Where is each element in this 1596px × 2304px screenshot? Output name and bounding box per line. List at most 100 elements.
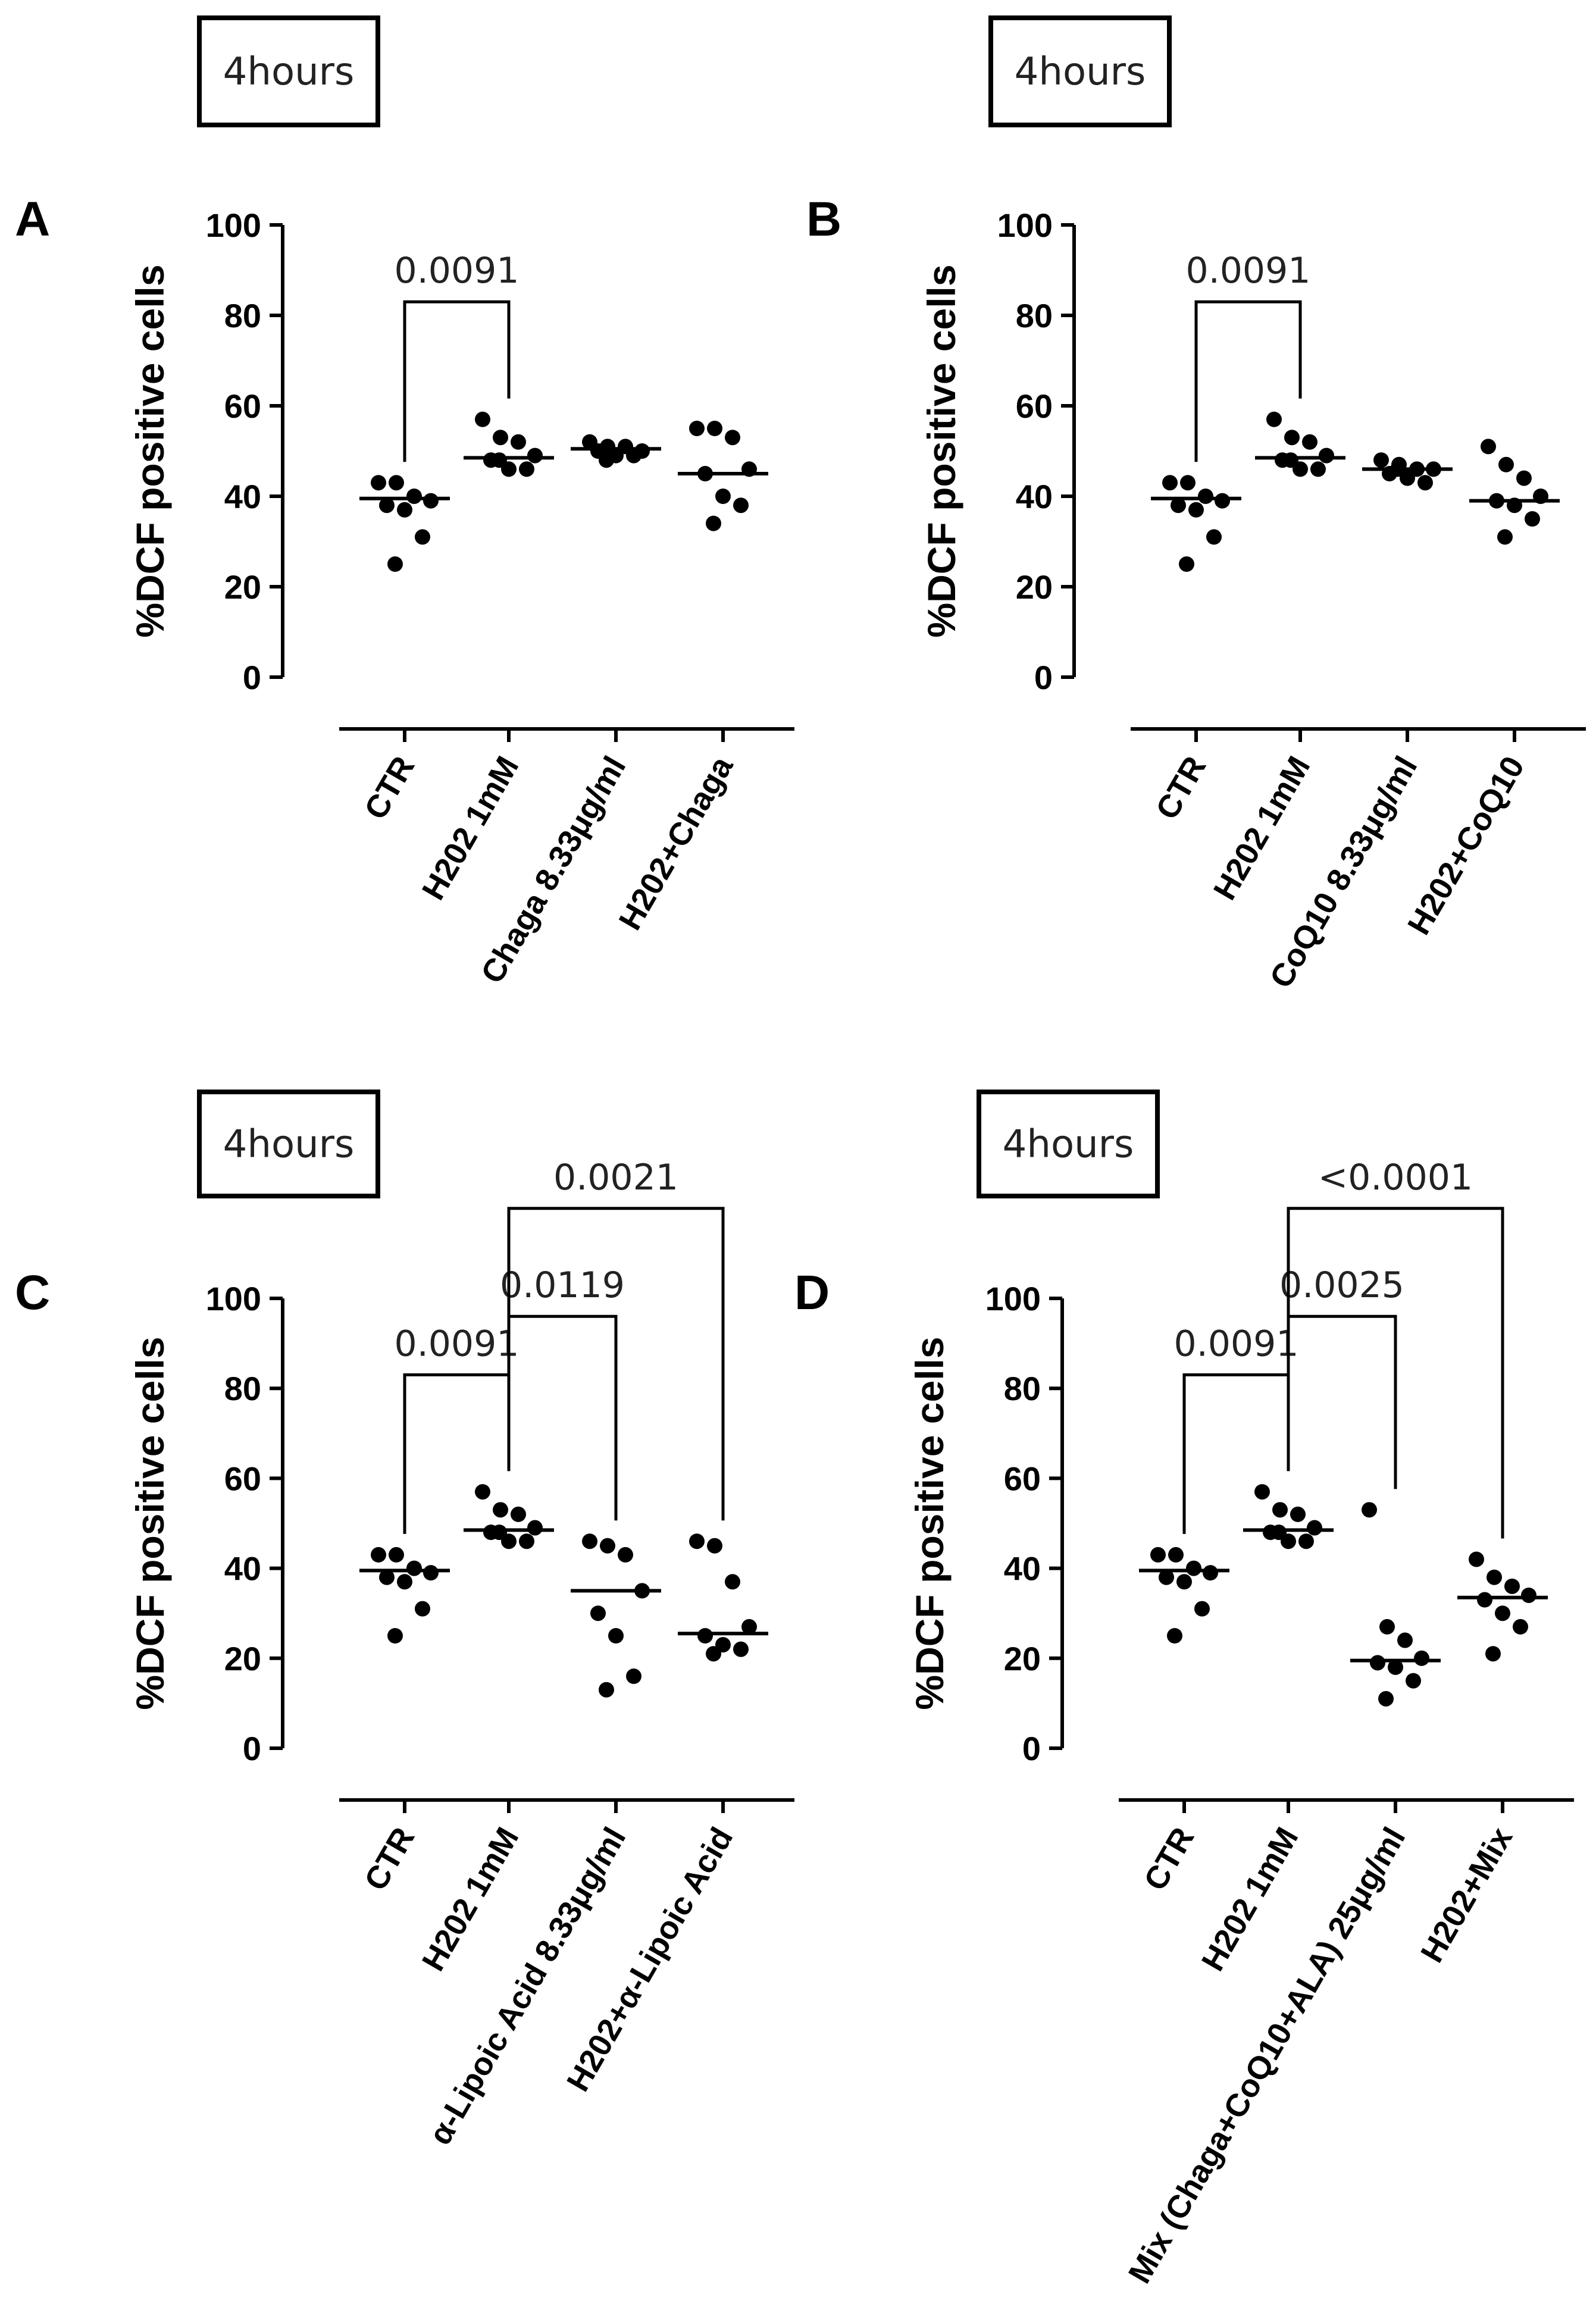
data-point xyxy=(733,497,749,514)
data-point xyxy=(511,434,526,450)
data-point xyxy=(1504,1578,1520,1594)
data-point xyxy=(1266,411,1282,427)
data-point xyxy=(1373,452,1389,468)
data-point xyxy=(689,421,705,436)
data-point xyxy=(1378,1691,1394,1707)
time-box xyxy=(977,1090,1160,1198)
data-point xyxy=(1307,1520,1322,1536)
data-point xyxy=(1397,1632,1413,1648)
data-point xyxy=(1283,452,1298,468)
y-tick-label: 0 xyxy=(1022,1730,1041,1767)
data-point xyxy=(1194,1601,1210,1617)
data-point xyxy=(492,452,507,468)
data-point xyxy=(1414,1650,1429,1666)
data-point xyxy=(527,447,543,464)
panel-letter: C xyxy=(15,1266,50,1320)
data-point xyxy=(1284,430,1300,446)
data-point xyxy=(608,1628,624,1644)
data-point xyxy=(1176,1574,1192,1590)
data-point xyxy=(600,1538,615,1554)
y-tick-label: 40 xyxy=(1004,1550,1041,1588)
data-point xyxy=(706,515,721,531)
data-point xyxy=(1525,511,1540,527)
p-value-label: 0.0119 xyxy=(500,1264,625,1306)
y-tick-label: 80 xyxy=(1004,1370,1041,1407)
data-point xyxy=(1485,1646,1501,1662)
data-point xyxy=(707,1538,722,1554)
p-value-label: 0.0091 xyxy=(395,1323,520,1365)
data-point xyxy=(725,430,740,446)
data-point xyxy=(1497,529,1513,545)
time-box-label: 4hours xyxy=(1003,1123,1134,1167)
p-value-label: 0.0091 xyxy=(1174,1323,1299,1365)
data-point xyxy=(1215,493,1230,509)
data-point xyxy=(706,1646,721,1662)
y-tick-label: 0 xyxy=(1034,659,1053,696)
y-tick-label: 100 xyxy=(206,1280,261,1317)
data-point xyxy=(599,1682,614,1698)
data-point xyxy=(389,475,404,491)
y-tick-label: 0 xyxy=(243,659,261,696)
data-point xyxy=(423,493,439,509)
p-value-label: <0.0001 xyxy=(1318,1157,1473,1198)
data-point xyxy=(1498,456,1514,472)
y-tick-label: 60 xyxy=(224,1460,261,1497)
data-point xyxy=(387,1628,403,1644)
y-axis-label: %DCF positive cells xyxy=(919,264,963,637)
data-point xyxy=(1513,1619,1528,1635)
data-point xyxy=(493,1502,508,1518)
panel-letter: B xyxy=(806,192,841,246)
y-tick-label: 20 xyxy=(1004,1640,1041,1677)
data-point xyxy=(406,1560,422,1576)
data-point xyxy=(1203,1565,1218,1581)
data-point xyxy=(725,1574,740,1590)
p-value-label: 0.0091 xyxy=(1186,250,1311,292)
time-box-label: 4hours xyxy=(223,1123,355,1167)
data-point xyxy=(475,1484,490,1500)
data-point xyxy=(1477,1592,1492,1608)
comparison-bracket xyxy=(507,1207,725,1521)
data-point xyxy=(1188,502,1204,518)
data-point xyxy=(493,430,508,446)
data-point xyxy=(707,421,722,436)
data-point xyxy=(1521,1587,1536,1603)
y-tick-label: 40 xyxy=(224,478,261,515)
data-point xyxy=(1186,1560,1201,1576)
y-tick-label: 80 xyxy=(1016,297,1053,334)
comparison-bracket xyxy=(1194,300,1302,462)
data-point xyxy=(527,1520,543,1536)
data-point xyxy=(1168,1547,1184,1563)
y-tick-label: 100 xyxy=(206,206,261,244)
data-point xyxy=(626,447,641,464)
data-point xyxy=(1302,434,1318,450)
data-point xyxy=(626,1668,641,1685)
data-point xyxy=(1162,475,1178,491)
panel-letter: D xyxy=(794,1266,830,1320)
data-point xyxy=(1516,470,1532,486)
y-tick-label: 20 xyxy=(224,568,261,606)
data-point xyxy=(689,1533,705,1549)
p-value-label: 0.0021 xyxy=(553,1157,678,1198)
data-point xyxy=(741,1619,757,1635)
time-box xyxy=(988,15,1172,127)
y-tick-label: 20 xyxy=(224,1640,261,1677)
data-point xyxy=(397,502,412,518)
data-point xyxy=(1417,475,1433,491)
y-tick-label: 80 xyxy=(224,1370,261,1407)
data-point xyxy=(1379,1619,1395,1635)
y-tick-label: 60 xyxy=(1016,387,1053,425)
data-point xyxy=(715,489,731,504)
p-value-label: 0.0025 xyxy=(1279,1264,1404,1306)
data-point xyxy=(1171,497,1186,514)
y-tick-label: 0 xyxy=(243,1730,261,1767)
data-point xyxy=(379,1569,395,1585)
data-point xyxy=(590,1605,606,1621)
data-point xyxy=(397,1574,412,1590)
data-point xyxy=(582,1533,597,1549)
data-point xyxy=(1271,1524,1287,1541)
data-point xyxy=(1310,461,1326,477)
panel-letter: A xyxy=(15,192,50,246)
y-tick-label: 80 xyxy=(224,297,261,334)
data-point xyxy=(1272,1502,1288,1518)
